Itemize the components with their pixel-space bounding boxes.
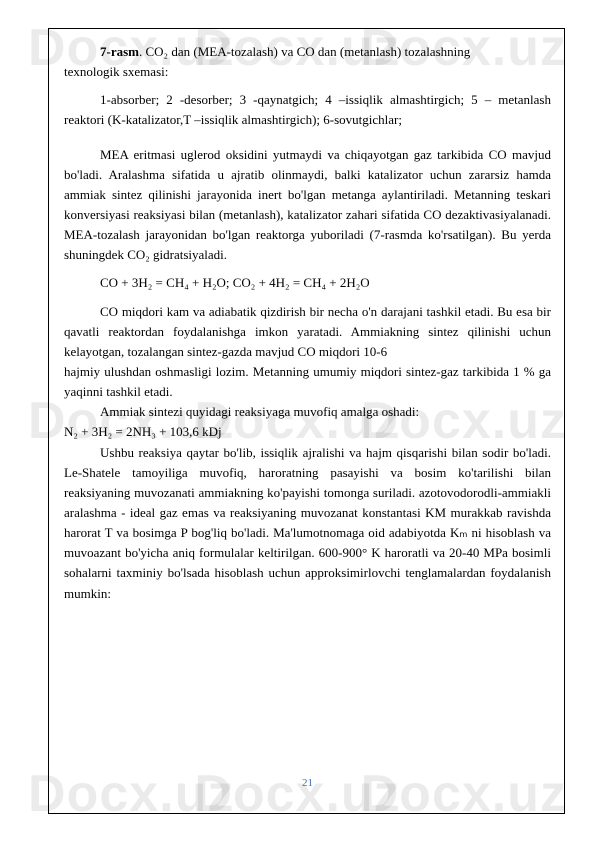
body-paragraph-2a: CO miqdori kam va adiabatik qizdirish bi… (64, 302, 551, 362)
chemical-equation-2: N₂ + 3H₂ = 2NH₃ + 103,6 kDj (64, 422, 551, 442)
figure-caption-line1: 7-rasm. CO₂ dan (MEA-tozalash) va CO dan… (64, 42, 551, 62)
figure-label: 7-rasm (100, 44, 139, 59)
figure-caption-line2: texnologik sxemasi: (64, 62, 551, 82)
caption-text-1: . CO₂ dan (MEA-tozalash) va CO dan (meta… (139, 44, 470, 59)
page-number: 21 (302, 775, 313, 792)
body-paragraph-2b: hajmiy ulushdan oshmasligi lozim. Metann… (64, 362, 551, 402)
body-paragraph-4: Ushbu reaksiya qaytar bo'lib, issiqlik a… (64, 443, 551, 604)
page-content: 7-rasm. CO₂ dan (MEA-tozalash) va CO dan… (64, 42, 551, 800)
legend-paragraph: 1-absorber; 2 -desorber; 3 -qaynatgich; … (64, 90, 551, 130)
body-paragraph-1: MEA eritmasi uglerod oksidini yutmaydi v… (64, 145, 551, 266)
body-paragraph-3: Ammiak sintezi quyidagi reaksiyaga muvof… (64, 402, 551, 422)
chemical-equation-1: CO + 3H₂ = CH₄ + H₂O; CO₂ + 4H₂ = CH₄ + … (64, 273, 551, 293)
